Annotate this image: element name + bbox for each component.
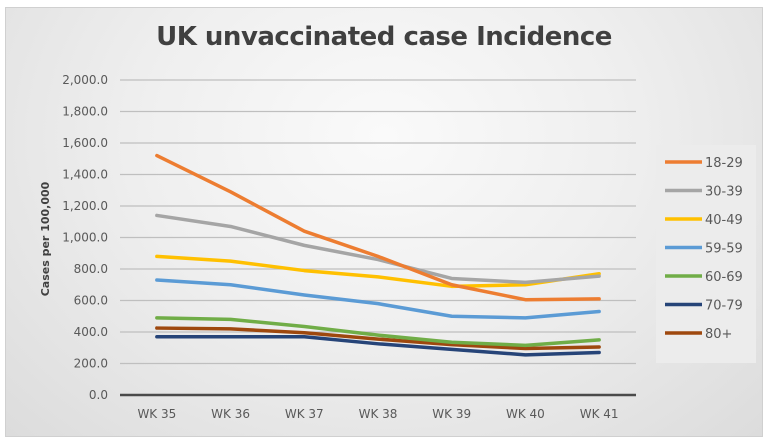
series-line-30-39 xyxy=(155,213,601,285)
y-axis-label: Cases per 100,000 xyxy=(39,181,52,296)
legend-label: 30-39 xyxy=(705,185,743,200)
legend-label: 18-29 xyxy=(705,156,743,171)
x-axis-ticks: WK 35 WK 36 WK 37 WK 38 WK 39 WK 40 WK 41 xyxy=(137,407,618,421)
chart-title: UK unvaccinated case Incidence xyxy=(156,22,612,52)
legend-label: 59-59 xyxy=(705,242,743,257)
series-lines xyxy=(155,153,601,357)
y-tick-label: 2,000.0 xyxy=(62,73,108,87)
x-tick-label: WK 36 xyxy=(211,407,250,421)
y-tick-label: 1,400.0 xyxy=(62,168,108,182)
y-axis-ticks: 0.0 200.0 400.0 600.0 800.0 1,000.0 1,200.0 1,4… xyxy=(62,73,108,402)
series-line-18-29 xyxy=(155,153,601,302)
series-line-59-59 xyxy=(155,278,601,320)
x-tick-label: WK 40 xyxy=(506,407,545,421)
y-tick-label: 400.0 xyxy=(74,325,108,339)
y-tick-label: 0.0 xyxy=(89,388,108,402)
y-tick-label: 200.0 xyxy=(74,357,108,371)
x-tick-label: WK 41 xyxy=(580,407,619,421)
x-tick-label: WK 37 xyxy=(285,407,324,421)
y-tick-label: 1,200.0 xyxy=(62,199,108,213)
legend-label: 40-49 xyxy=(705,213,743,228)
legend: 18-29 30-39 40-49 59-59 60-69 70-79 80+ xyxy=(656,145,756,363)
series-line-80+ xyxy=(155,326,601,351)
legend-label: 80+ xyxy=(705,327,732,342)
y-tick-label: 600.0 xyxy=(74,294,108,308)
y-tick-label: 1,600.0 xyxy=(62,136,108,150)
series-line-40-49 xyxy=(155,254,601,289)
x-tick-label: WK 39 xyxy=(432,407,471,421)
x-tick-label: WK 38 xyxy=(359,407,398,421)
series-line-70-79 xyxy=(155,334,601,357)
chart-frame xyxy=(6,8,762,436)
y-tick-label: 1,000.0 xyxy=(62,231,108,245)
x-tick-label: WK 35 xyxy=(137,407,176,421)
series-line-60-69 xyxy=(155,316,601,348)
y-tick-label: 800.0 xyxy=(74,262,108,276)
y-tick-label: 1,800.0 xyxy=(62,105,108,119)
legend-label: 70-79 xyxy=(705,299,743,314)
legend-box xyxy=(656,145,756,363)
legend-label: 60-69 xyxy=(705,270,743,285)
